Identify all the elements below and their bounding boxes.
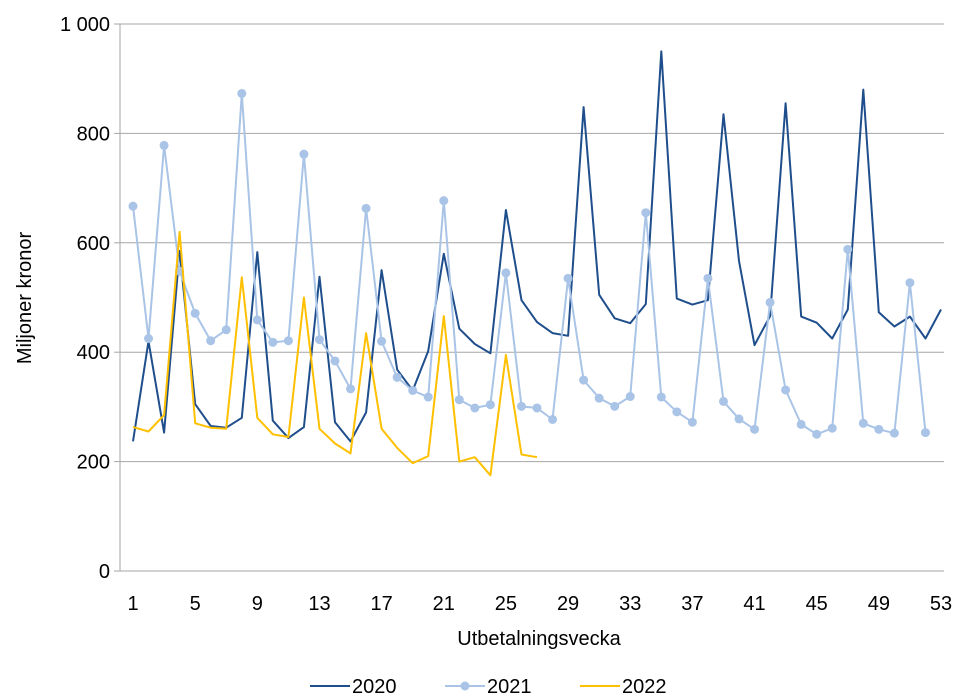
y-tick-label: 0 (99, 561, 110, 583)
data-point (889, 428, 899, 438)
data-point (812, 429, 822, 439)
x-axis-title: Utbetalningsvecka (457, 628, 621, 650)
data-point (516, 401, 526, 411)
x-tick-label: 49 (868, 593, 890, 615)
data-point (905, 278, 915, 288)
data-point (299, 149, 309, 159)
x-tick-label: 45 (806, 593, 828, 615)
data-point (672, 407, 682, 417)
data-point (610, 401, 620, 411)
x-tick-label: 13 (308, 593, 330, 615)
data-point (159, 140, 169, 150)
legend-label: 2021 (487, 676, 532, 698)
y-tick-label: 400 (77, 342, 110, 364)
x-tick-label: 53 (930, 593, 952, 615)
x-axis-ticks: 1 5 9 13 17 21 25 29 33 37 41 45 49 53 (127, 593, 952, 615)
data-point (314, 335, 324, 345)
y-tick-label: 200 (77, 452, 110, 474)
data-point (190, 308, 200, 318)
legend-item-2021: 2021 (445, 676, 532, 698)
data-point (439, 196, 449, 206)
series-2021 (128, 88, 930, 439)
data-point (687, 417, 697, 427)
series-2020 (132, 50, 942, 443)
gridlines (119, 23, 944, 572)
data-point (920, 428, 930, 438)
data-point (268, 337, 278, 347)
data-point (128, 201, 138, 211)
data-point (485, 400, 495, 410)
x-tick-label: 21 (433, 593, 455, 615)
x-tick-label: 33 (619, 593, 641, 615)
data-point (827, 423, 837, 433)
data-point (423, 392, 433, 402)
data-point (252, 315, 262, 325)
data-point (377, 336, 387, 346)
legend-item-2022: 2022 (580, 676, 667, 698)
y-axis-title: Miljoner kronor (14, 232, 36, 365)
data-point (501, 268, 511, 278)
data-point (579, 375, 589, 385)
data-point (283, 336, 293, 346)
data-point (796, 419, 806, 429)
data-point (454, 395, 464, 405)
data-point (594, 393, 604, 403)
legend-label: 2022 (622, 676, 667, 698)
data-point (221, 325, 231, 335)
data-point (144, 334, 154, 344)
x-tick-label: 5 (190, 593, 201, 615)
y-tick-label: 600 (77, 233, 110, 255)
legend: 2020 2021 2022 (310, 676, 667, 698)
data-point (237, 88, 247, 98)
data-point (548, 414, 558, 424)
data-point (206, 336, 216, 346)
data-point (532, 403, 542, 413)
data-point (843, 244, 853, 254)
legend-marker (460, 681, 470, 691)
x-tick-label: 29 (557, 593, 579, 615)
data-point (361, 203, 371, 213)
legend-label: 2020 (352, 676, 397, 698)
data-point (750, 424, 760, 434)
data-point (563, 273, 573, 283)
series-line-2022 (132, 230, 538, 477)
data-point (703, 273, 713, 283)
series-2022 (132, 230, 538, 477)
data-point (392, 372, 402, 382)
x-tick-label: 41 (743, 593, 765, 615)
data-point (656, 392, 666, 402)
data-point (625, 392, 635, 402)
series-layer (128, 50, 942, 477)
y-tick-label: 1 000 (60, 14, 110, 36)
data-point (470, 403, 480, 413)
y-axis-ticks: 0 200 400 600 800 1 000 (60, 14, 120, 583)
x-tick-label: 9 (252, 593, 263, 615)
data-point (330, 356, 340, 366)
data-point (718, 396, 728, 406)
x-tick-label: 1 (127, 593, 138, 615)
data-point (408, 385, 418, 395)
data-point (765, 297, 775, 307)
x-tick-label: 37 (681, 593, 703, 615)
y-tick-label: 800 (77, 123, 110, 145)
data-point (346, 384, 356, 394)
data-point (734, 414, 744, 424)
data-point (874, 424, 884, 434)
data-point (858, 418, 868, 428)
data-point (781, 385, 791, 395)
x-tick-label: 17 (370, 593, 392, 615)
x-tick-label: 25 (495, 593, 517, 615)
data-point (641, 208, 651, 218)
series-line-2021 (132, 92, 927, 436)
legend-item-2020: 2020 (310, 676, 397, 698)
series-line-2020 (132, 50, 942, 443)
